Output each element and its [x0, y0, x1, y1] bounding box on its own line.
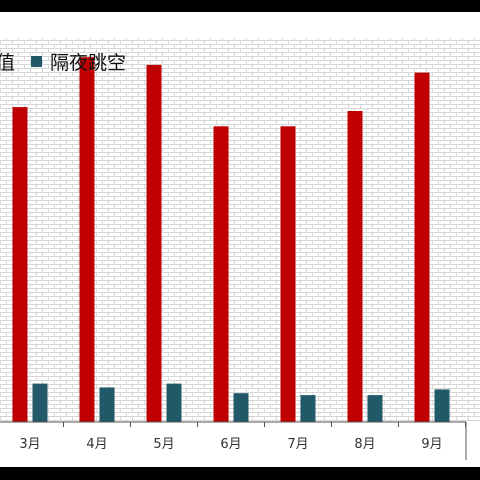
- bar-series-1-0: [32, 383, 48, 422]
- bar-series-0-5: [347, 111, 363, 422]
- legend-label-series-0: 值: [0, 52, 15, 74]
- bar-series-0-6: [414, 72, 430, 422]
- bar-series-1-1: [99, 387, 115, 422]
- x-tick-label-3: 6月: [220, 437, 241, 452]
- x-tick-label-6: 9月: [421, 437, 442, 452]
- bar-series-0-3: [213, 126, 229, 423]
- legend: 值 隔夜跳空: [0, 52, 126, 74]
- bars-group: [12, 57, 450, 423]
- bar-series-1-2: [166, 383, 182, 422]
- bar-series-0-2: [146, 64, 162, 423]
- bar-series-1-5: [367, 395, 383, 422]
- x-tick-label-1: 4月: [86, 437, 107, 452]
- x-tick-label-5: 8月: [354, 437, 375, 452]
- x-axis-ticks: [63, 422, 466, 427]
- bar-series-1-3: [233, 393, 249, 422]
- x-tick-label-2: 5月: [153, 437, 174, 452]
- bar-series-0-4: [280, 126, 296, 423]
- x-tick-label-4: 7月: [287, 437, 308, 452]
- x-tick-label-0: 3月: [19, 437, 40, 452]
- bar-series-0-1: [79, 57, 95, 422]
- legend-swatch-series-1: [31, 56, 42, 67]
- bar-series-0-0: [12, 107, 28, 422]
- bar-series-1-6: [434, 389, 450, 422]
- x-axis-labels: 3月 4月 5月 6月 7月 8月 9月: [19, 437, 442, 452]
- plot-area-pattern: [0, 38, 480, 422]
- bar-series-1-4: [300, 395, 316, 422]
- legend-label-series-1: 隔夜跳空: [50, 52, 126, 74]
